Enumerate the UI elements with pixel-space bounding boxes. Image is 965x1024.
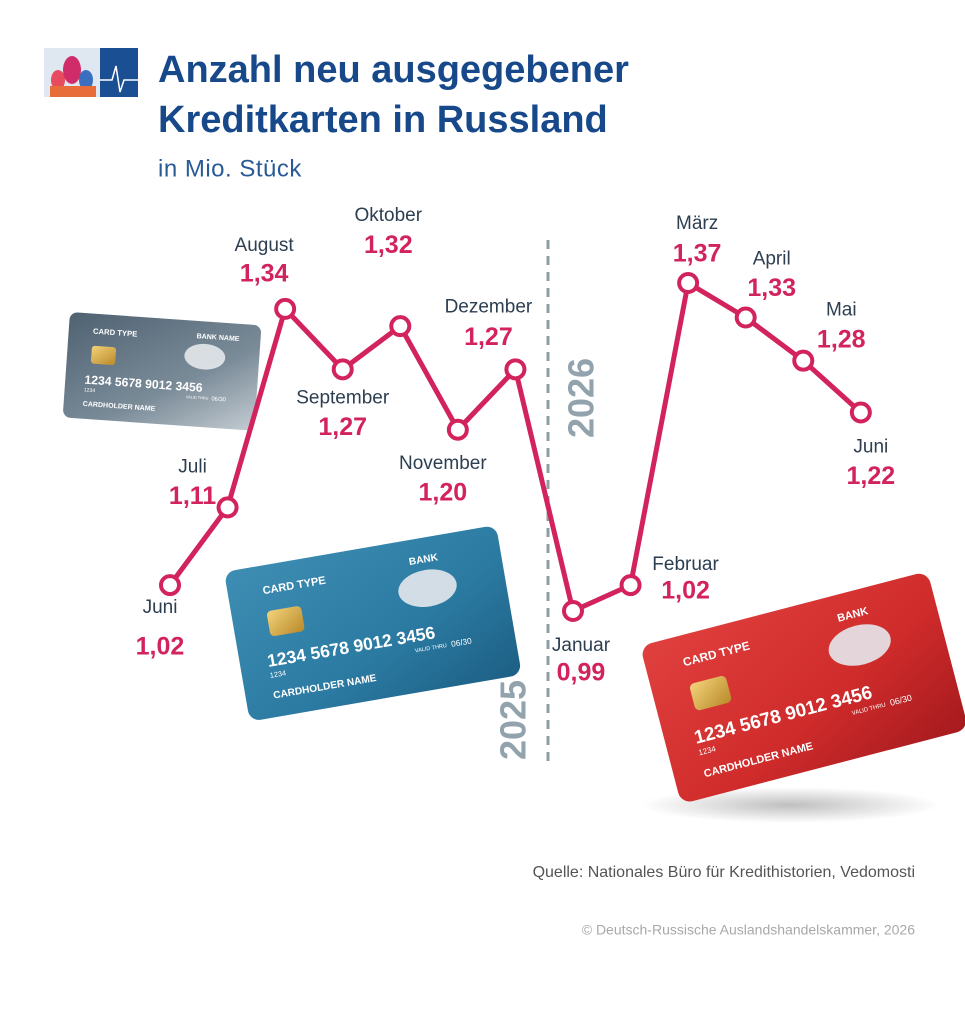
card-text: 06/30 xyxy=(450,636,472,648)
card-text: CARD TYPE xyxy=(93,327,138,339)
card-text: 06/30 xyxy=(211,396,226,403)
card-text: VALID THRU xyxy=(186,395,209,401)
card-map xyxy=(398,569,457,608)
value-label: 1,33 xyxy=(747,274,796,302)
card-text: 1234 xyxy=(84,387,96,394)
card-body xyxy=(642,573,965,802)
value-label: 1,28 xyxy=(817,325,866,353)
value-label: 1,27 xyxy=(318,413,367,441)
category-label: Juni xyxy=(143,597,178,618)
data-point xyxy=(677,272,700,294)
value-label: 1,27 xyxy=(464,323,513,351)
value-label: 1,02 xyxy=(661,577,710,605)
data-point xyxy=(159,574,181,597)
category-label: Oktober xyxy=(354,205,422,226)
category-label: Februar xyxy=(652,554,719,575)
category-label: September xyxy=(296,387,390,408)
card-text: 1234 xyxy=(697,744,717,757)
data-point xyxy=(331,358,354,381)
card-text: 1234 xyxy=(269,668,287,680)
value-label: 1,20 xyxy=(419,478,468,506)
year-label: 2026 xyxy=(561,358,602,438)
data-point xyxy=(619,574,642,597)
card-map xyxy=(184,343,226,370)
category-label: April xyxy=(753,249,791,270)
data-point xyxy=(216,496,239,519)
data-point xyxy=(792,349,815,372)
value-label: 1,32 xyxy=(364,231,413,259)
data-point xyxy=(446,418,469,441)
card-body xyxy=(63,312,262,431)
source: Quelle: Nationales Büro für Kredithistor… xyxy=(533,864,915,881)
category-label: Dezember xyxy=(445,296,533,317)
data-point xyxy=(561,600,584,622)
card-text: VALID THRU xyxy=(415,643,448,654)
title-line: Anzahl neu ausgegebener xyxy=(158,49,629,91)
year-label: 2025 xyxy=(493,680,534,760)
value-label: 1,02 xyxy=(136,633,185,661)
value-label: 0,99 xyxy=(557,659,606,687)
data-point xyxy=(389,315,412,338)
card-chip xyxy=(689,676,732,711)
data-point xyxy=(504,358,527,381)
subtitle: in Mio. Stück xyxy=(158,155,302,182)
value-label: 1,37 xyxy=(673,240,722,268)
data-point xyxy=(849,401,872,424)
data-point xyxy=(274,297,297,320)
value-label: 1,34 xyxy=(240,260,289,288)
category-label: Juni xyxy=(853,436,888,457)
card-text: BANK NAME xyxy=(196,333,240,343)
card-chip xyxy=(90,345,117,365)
card-chip xyxy=(266,606,305,637)
category-label: November xyxy=(399,453,487,474)
copyright: © Deutsch-Russische Auslandshandelskamme… xyxy=(582,922,915,938)
value-label: 1,11 xyxy=(169,482,216,510)
category-label: März xyxy=(676,213,718,234)
data-line xyxy=(167,280,863,614)
category-label: Januar xyxy=(552,635,611,656)
category-label: August xyxy=(235,235,295,256)
data-point xyxy=(734,306,757,329)
card-shadow xyxy=(640,787,940,823)
card-map xyxy=(828,624,891,666)
logo xyxy=(44,48,138,97)
category-label: Juli xyxy=(178,456,207,477)
card-text: BANK xyxy=(408,552,439,568)
value-label: 1,22 xyxy=(847,462,896,490)
category-label: Mai xyxy=(826,300,857,321)
title-line: Kreditkarten in Russland xyxy=(158,99,608,141)
